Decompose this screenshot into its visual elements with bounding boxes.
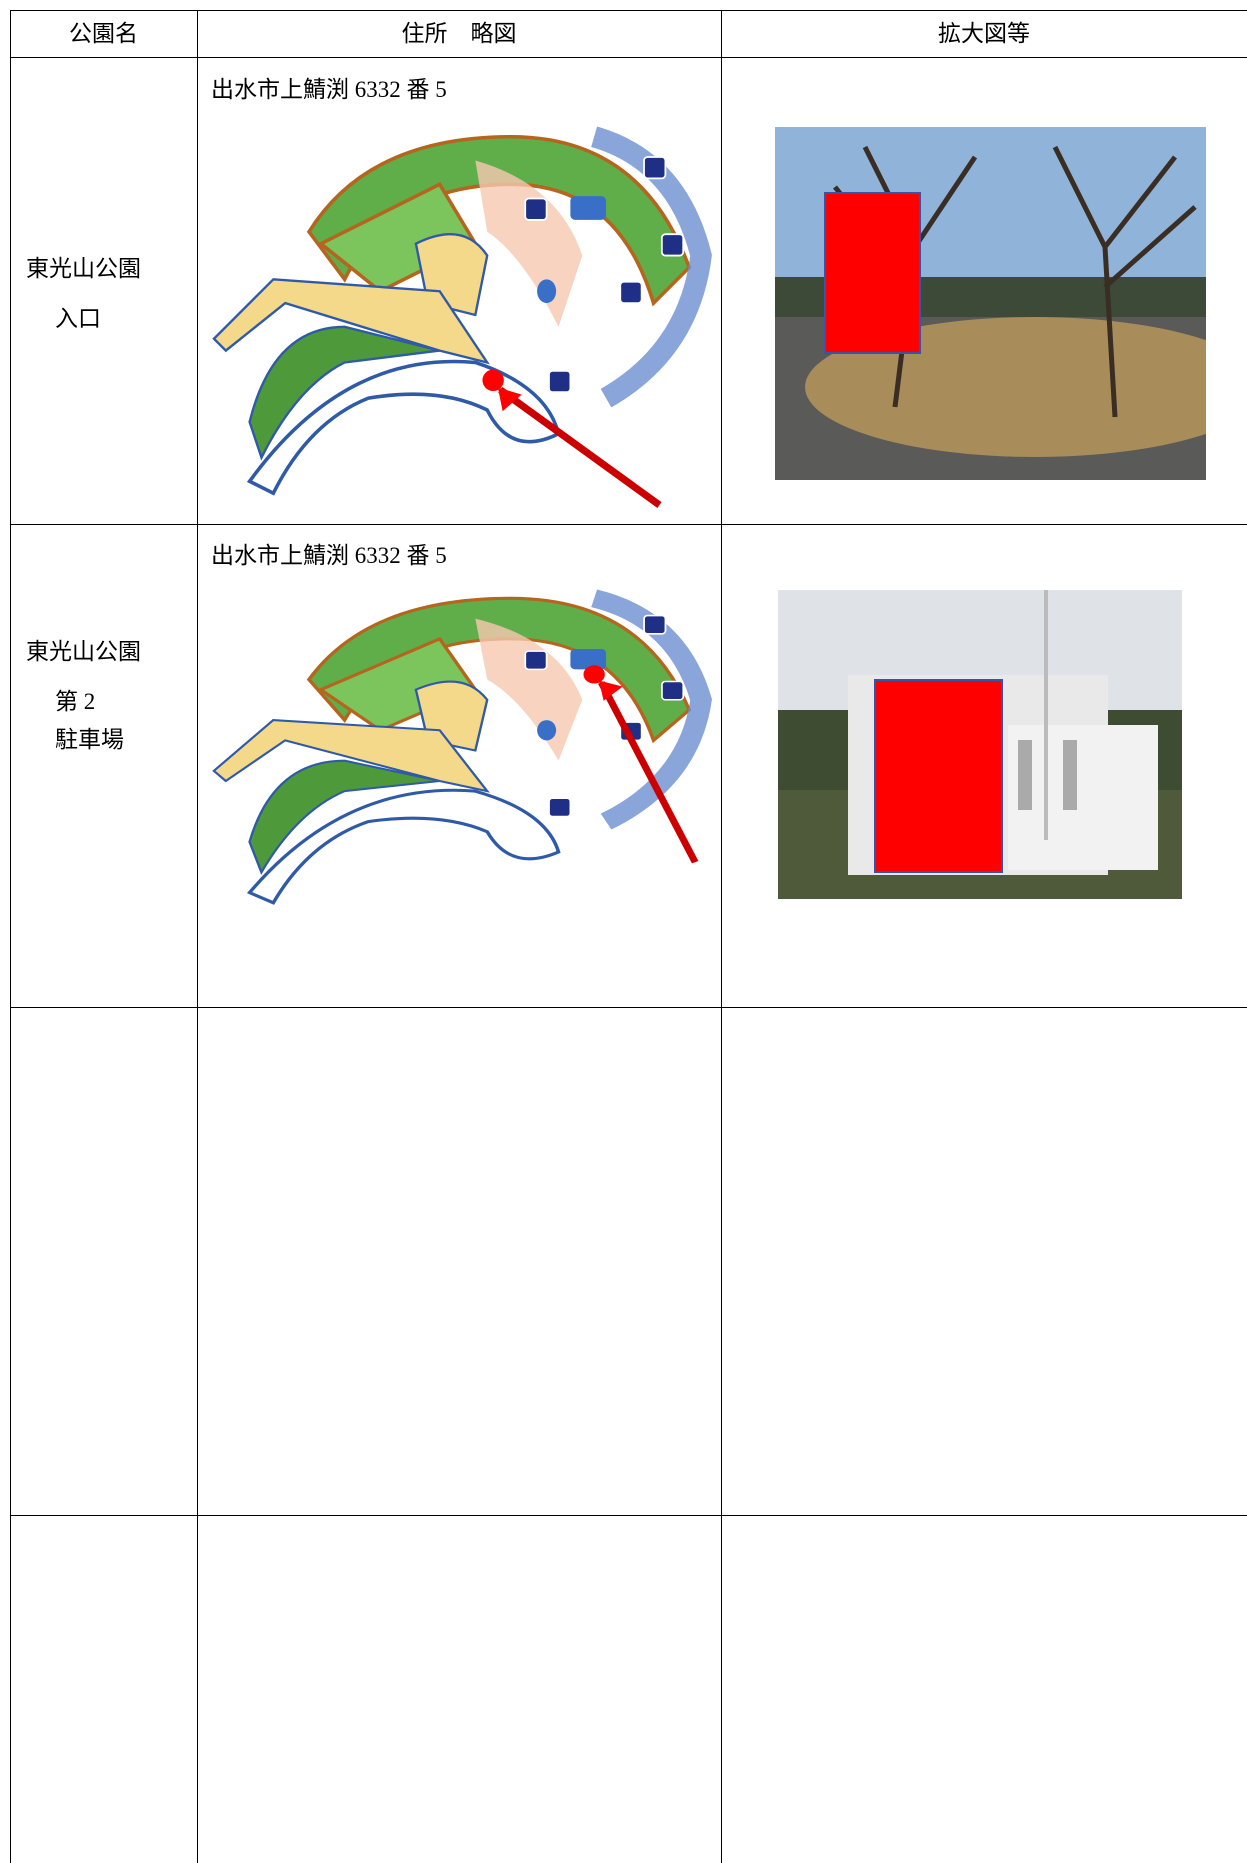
park-name: 東光山公園 <box>26 256 141 281</box>
map-shape <box>482 369 504 392</box>
photo <box>778 590 1182 899</box>
map-shape <box>619 280 643 304</box>
map-shape <box>475 160 583 327</box>
map-shape <box>598 680 623 701</box>
map-shape <box>212 719 490 793</box>
map-shape <box>661 680 685 701</box>
map-shape <box>498 386 662 508</box>
map-shape <box>660 233 685 257</box>
map-shape <box>524 197 548 221</box>
map-shape <box>246 359 561 496</box>
table-border <box>10 1007 1247 1008</box>
park-map <box>212 126 712 508</box>
table-border <box>10 10 11 1863</box>
table-border <box>721 10 722 1863</box>
map-shape <box>643 156 667 180</box>
park-name: 入口 <box>55 306 101 331</box>
park-name: 第 2 <box>55 689 96 714</box>
photo <box>775 127 1206 480</box>
map-shape <box>570 196 607 220</box>
table-border <box>10 57 1247 58</box>
header-cell: 住所 略図 <box>401 21 517 46</box>
header-cell: 公園名 <box>69 21 138 46</box>
map-shape <box>548 797 572 818</box>
map-shape <box>497 387 522 412</box>
map-shape <box>537 720 557 741</box>
address: 出水市上鯖渕 6332 番 5 <box>211 77 447 102</box>
map-shape <box>590 126 712 408</box>
header-cell: 拡大図等 <box>938 21 1030 46</box>
map-shape <box>475 618 583 761</box>
address: 出水市上鯖渕 6332 番 5 <box>211 543 447 568</box>
map-shape <box>537 279 557 304</box>
map-shape <box>524 650 548 671</box>
map-shape <box>583 665 605 684</box>
table-border <box>10 524 1247 525</box>
map-shape <box>598 681 699 864</box>
table-border <box>10 10 1247 11</box>
map-shape <box>248 759 440 875</box>
park-map <box>212 589 712 905</box>
map-shape <box>548 369 572 394</box>
table-border <box>197 10 198 1863</box>
park-name: 駐車場 <box>55 727 124 752</box>
map-shape <box>570 649 607 670</box>
map-shape <box>590 589 712 830</box>
park-name: 東光山公園 <box>26 639 141 664</box>
table-border <box>10 1515 1247 1516</box>
map-shape <box>643 614 667 635</box>
map-shape <box>212 278 490 365</box>
map-shape <box>246 788 561 905</box>
